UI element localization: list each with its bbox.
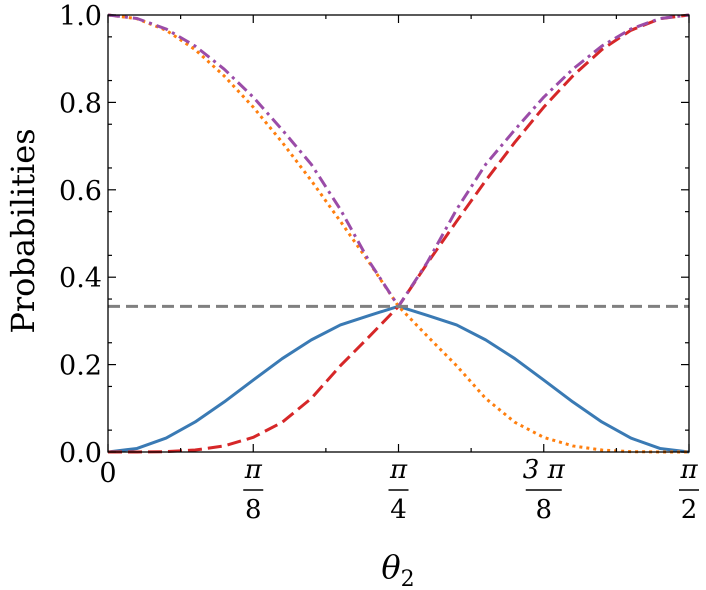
x-tick-label-denominator: 4	[390, 495, 407, 525]
y-axis-label: Probabilities	[4, 128, 42, 333]
x-tick-label-denominator: 8	[245, 495, 262, 525]
tick-layer	[107, 14, 690, 453]
series-line-4-dashdot	[107, 13, 690, 308]
y-tick-label: 1.0	[59, 1, 102, 32]
series-line-2-dashed	[107, 13, 690, 454]
x-tick-label-numerator: π	[389, 455, 408, 485]
y-tick-label: 0.4	[59, 263, 102, 294]
x-axis-label-symbol: θ	[381, 548, 400, 586]
series-line-1-solid	[107, 304, 690, 454]
y-tick-label: 0.8	[59, 88, 102, 119]
x-tick-label: 0	[99, 458, 116, 489]
y-tick-label: 0.6	[59, 176, 102, 207]
x-tick-label-numerator: π	[244, 455, 263, 485]
x-tick-label-denominator: 8	[535, 495, 552, 525]
plot-frame	[107, 14, 690, 453]
series-layer	[107, 13, 690, 454]
x-tick-label-denominator: 2	[681, 495, 698, 525]
tick-label-layer: 0.0 0.2 0.4 0.6 0.8 1.0 0 π 8 π 4 3 π 8 π 2	[59, 1, 699, 525]
x-tick-label-numerator: 3 π	[523, 455, 566, 485]
x-axis-label-subscript: 2	[401, 567, 415, 590]
x-axis-label: θ2	[381, 548, 414, 590]
y-tick-label: 0.2	[59, 351, 102, 382]
y-tick-label: 0.0	[59, 438, 102, 469]
x-tick-label-numerator: π	[679, 455, 698, 485]
series-line-3-dotted	[107, 13, 690, 454]
